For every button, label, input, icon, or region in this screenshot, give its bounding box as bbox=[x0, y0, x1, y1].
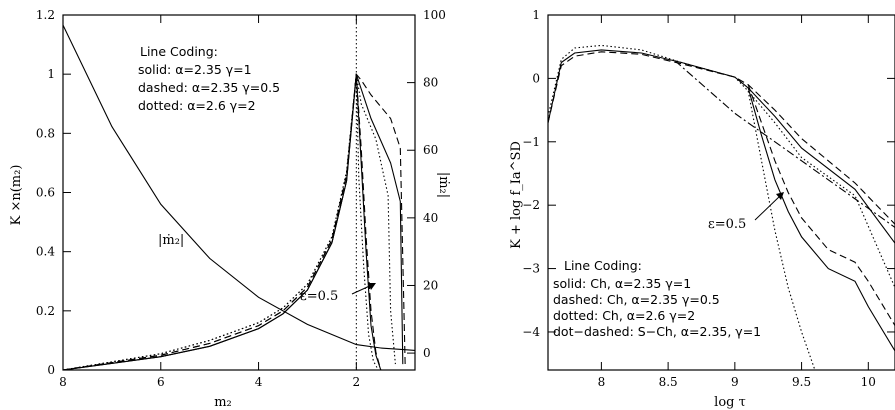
left-y2tick-label: 20 bbox=[423, 278, 438, 292]
left-series-3-dashed-line bbox=[63, 72, 406, 370]
right-legend-title: Line Coding: bbox=[564, 258, 642, 273]
left-epsilon-arrowhead bbox=[368, 283, 376, 290]
left-xtick-label: 2 bbox=[353, 375, 361, 389]
left-series-1-solid-line bbox=[63, 24, 415, 351]
right-ytick-label: 1 bbox=[532, 8, 540, 22]
right-frame bbox=[547, 14, 895, 371]
left-xtick-label: 4 bbox=[255, 375, 263, 389]
left-y2tick-label: 60 bbox=[423, 143, 438, 157]
left-ytick-label: 0 bbox=[47, 363, 55, 377]
right-xtick-label: 9 bbox=[731, 375, 739, 389]
left-legend-line-2: dashed: α=2.35 γ=0.5 bbox=[138, 80, 280, 95]
left-xlabel: m₂ bbox=[214, 395, 232, 410]
right-ytick-label: −4 bbox=[522, 325, 540, 339]
right-legend-line-3: dotted: Ch, α=2.6 γ=2 bbox=[553, 308, 695, 323]
right-epsilon-arrowhead bbox=[776, 192, 784, 200]
left-ytick-label: 0.6 bbox=[36, 186, 55, 200]
right-series-1-solid-line bbox=[548, 49, 895, 244]
right-ytick-label: 0 bbox=[532, 71, 540, 85]
left-xtick-label: 6 bbox=[157, 375, 165, 389]
left-ylabel: K ×n(m₂) bbox=[9, 165, 24, 226]
left-epsilon-annotation: ε=0.5 bbox=[300, 289, 338, 304]
left-y2label: |ṁ₂| bbox=[436, 172, 451, 198]
left-legend-line-1: solid: α=2.35 γ=1 bbox=[138, 62, 252, 77]
right-series-2-dashed-line bbox=[548, 51, 895, 225]
left-ytick-label: 0.8 bbox=[36, 126, 55, 140]
left-ytick-label: 1.2 bbox=[36, 8, 55, 22]
left-y2tick-label: 40 bbox=[423, 211, 438, 225]
left-series-4-dotted-line bbox=[63, 74, 396, 370]
left-series-6-dashed-line bbox=[63, 74, 382, 370]
left-series-7-dotted-line bbox=[63, 74, 379, 370]
right-series-4-solid-line bbox=[747, 87, 895, 352]
left-mdot-annotation: |ṁ₂| bbox=[158, 233, 184, 248]
right-epsilon-arrow bbox=[754, 193, 783, 221]
right-ylabel: K + log f_Ia^SD bbox=[509, 141, 524, 249]
right-xtick-label: 10 bbox=[861, 375, 876, 389]
right-legend-line-1: solid: Ch, α=2.35 γ=1 bbox=[553, 276, 691, 291]
right-series-3-dotted-line bbox=[548, 44, 895, 288]
left-legend-title: Line Coding: bbox=[140, 44, 218, 59]
left-ytick-label: 0.2 bbox=[36, 304, 55, 318]
right-ytick-label: −2 bbox=[522, 198, 540, 212]
left-ytick-label: 1 bbox=[47, 67, 55, 81]
right-series-7-dot-dashed-line bbox=[674, 60, 895, 228]
left-legend-line-3: dotted: α=2.6 γ=2 bbox=[138, 98, 256, 113]
right-xtick-label: 9.5 bbox=[792, 375, 811, 389]
right-xtick-label: 8 bbox=[598, 375, 606, 389]
left-y2tick-label: 100 bbox=[423, 8, 446, 22]
left-y2tick-label: 0 bbox=[423, 346, 431, 360]
right-ytick-label: −1 bbox=[522, 135, 540, 149]
right-epsilon-annotation: ε=0.5 bbox=[708, 217, 746, 232]
left-y2tick-label: 80 bbox=[423, 76, 438, 90]
right-xlabel: log τ bbox=[714, 395, 746, 410]
right-ytick-label: −3 bbox=[522, 262, 540, 276]
right-legend-line-2: dashed: Ch, α=2.35 γ=0.5 bbox=[553, 292, 720, 307]
left-xtick-label: 8 bbox=[59, 375, 67, 389]
right-legend-line-4: dot−dashed: S−Ch, α=2.35, γ=1 bbox=[553, 324, 761, 339]
left-series-5-solid-line bbox=[63, 74, 382, 370]
right-xtick-label: 8.5 bbox=[659, 375, 678, 389]
left-ytick-label: 0.4 bbox=[36, 245, 55, 259]
right-series-5-dashed-line bbox=[747, 84, 895, 326]
